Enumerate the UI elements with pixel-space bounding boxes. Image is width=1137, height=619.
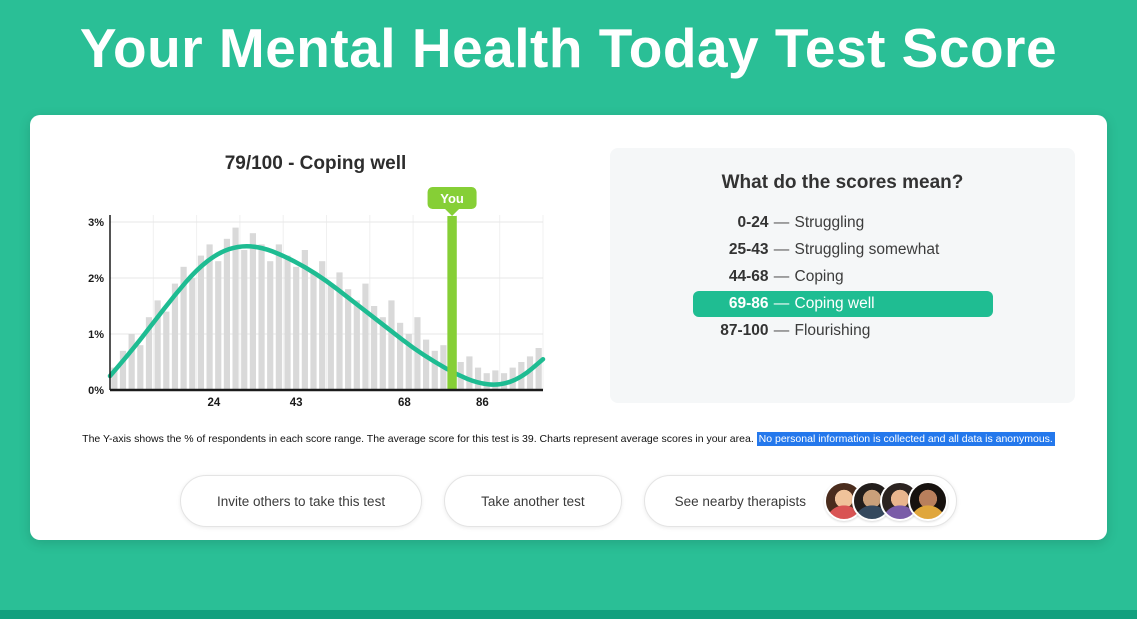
caption-highlight: No personal information is collected and… bbox=[756, 432, 1055, 446]
score-range: 69-86 bbox=[728, 295, 769, 312]
svg-text:0%: 0% bbox=[88, 385, 104, 397]
score-separator: — bbox=[773, 295, 790, 312]
svg-text:1%: 1% bbox=[88, 329, 104, 341]
score-separator: — bbox=[773, 241, 790, 258]
svg-text:86: 86 bbox=[476, 397, 489, 409]
invite-others-button[interactable]: Invite others to take this test bbox=[179, 475, 423, 527]
chart-title: 79/100 - Coping well bbox=[224, 153, 407, 174]
score-row: 25-43 — Struggling somewhat bbox=[693, 237, 993, 263]
you-marker: You bbox=[427, 187, 477, 390]
score-label: Struggling somewhat bbox=[794, 241, 940, 258]
svg-text:68: 68 bbox=[398, 397, 411, 409]
caption-text: The Y-axis shows the % of respondents in… bbox=[82, 433, 757, 445]
score-range: 25-43 bbox=[728, 241, 769, 258]
score-row: 44-68 — Coping bbox=[693, 264, 993, 290]
score-label: Struggling bbox=[794, 214, 865, 231]
scores-title: What do the scores mean? bbox=[721, 172, 964, 193]
distribution-chart: You 0% 1% 2% 3% 24 43 68 86 bbox=[88, 187, 546, 409]
score-row: 87-100 — Flourishing bbox=[693, 318, 993, 344]
svg-text:You: You bbox=[440, 191, 464, 206]
see-nearby-therapists-button[interactable]: See nearby therapists bbox=[643, 475, 957, 527]
see-nearby-therapists-label: See nearby therapists bbox=[674, 493, 806, 509]
page-title: Your Mental Health Today Test Score bbox=[79, 17, 1058, 79]
scores-panel: What do the scores mean? 0-24 — Struggli… bbox=[610, 148, 1075, 403]
therapist-avatars bbox=[824, 481, 948, 521]
score-label: Flourishing bbox=[794, 322, 871, 339]
score-row: 0-24 — Struggling bbox=[693, 210, 993, 236]
score-range: 0-24 bbox=[737, 214, 769, 231]
score-separator: — bbox=[773, 322, 790, 339]
score-separator: — bbox=[773, 214, 790, 231]
score-separator: — bbox=[773, 268, 790, 285]
footer-strip bbox=[0, 610, 1137, 619]
action-buttons: Invite others to take this test Take ano… bbox=[30, 475, 1107, 527]
svg-text:2%: 2% bbox=[88, 273, 104, 285]
score-label: Coping well bbox=[794, 295, 875, 312]
score-rows: 0-24 — Struggling 25-43 — Struggling som… bbox=[692, 210, 993, 344]
results-card: 79/100 - Coping well You 0% 1% 2% 3% 24 43 68 86… bbox=[30, 115, 1107, 540]
avatar bbox=[908, 481, 948, 521]
score-range: 87-100 bbox=[720, 322, 769, 339]
score-range: 44-68 bbox=[728, 268, 769, 285]
svg-text:24: 24 bbox=[208, 397, 221, 409]
score-label: Coping bbox=[794, 268, 844, 285]
take-another-test-button[interactable]: Take another test bbox=[444, 475, 622, 527]
chart-caption: The Y-axis shows the % of respondents in… bbox=[30, 432, 1107, 446]
svg-text:3%: 3% bbox=[88, 217, 104, 229]
score-row-highlighted: 69-86 — Coping well bbox=[692, 291, 993, 317]
svg-text:43: 43 bbox=[290, 397, 303, 409]
